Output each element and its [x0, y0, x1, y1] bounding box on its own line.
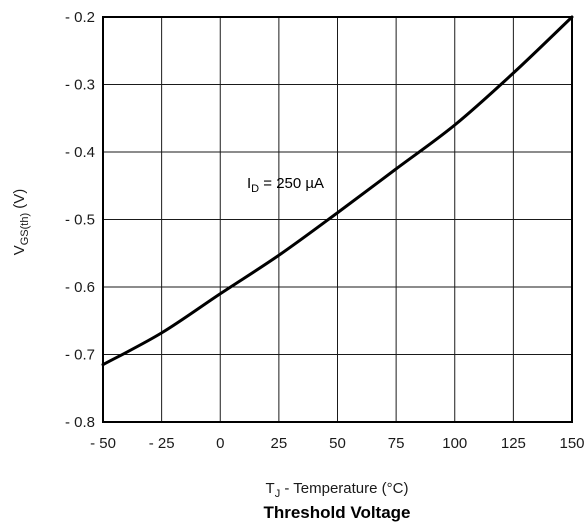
x-tick-label: - 25 — [149, 435, 175, 452]
x-tick-label: - 50 — [90, 435, 116, 452]
y-tick-label: - 0.8 — [65, 414, 95, 431]
chart-title: Threshold Voltage — [263, 503, 410, 522]
y-tick-label: - 0.6 — [65, 279, 95, 296]
y-tick-label: - 0.2 — [65, 9, 95, 26]
grid — [102, 16, 573, 423]
y-tick-label: - 0.5 — [65, 212, 95, 229]
x-tick-label: 125 — [501, 435, 526, 452]
y-tick-label: - 0.4 — [65, 144, 95, 161]
x-tick-label: 0 — [216, 435, 224, 452]
y-tick-label: - 0.3 — [65, 77, 95, 94]
x-tick-label: 75 — [388, 435, 405, 452]
plot-frame — [102, 16, 573, 423]
x-tick-label: 150 — [559, 435, 584, 452]
series-line-0 — [101, 15, 574, 367]
x-axis-ticks: - 50 - 25 0 25 50 75 100 125 150 — [90, 435, 584, 452]
x-axis-label: TJ - Temperature (°C) — [266, 480, 409, 500]
y-tick-label: - 0.7 — [65, 347, 95, 364]
series-layer — [101, 15, 574, 367]
y-axis-label: VGS(th) (V) — [11, 189, 31, 256]
y-axis-ticks: - 0.2 - 0.3 - 0.4 - 0.5 - 0.6 - 0.7 - 0.8 — [65, 9, 95, 431]
annotation-label: ID = 250 µA — [247, 175, 324, 195]
x-tick-label: 25 — [271, 435, 288, 452]
x-tick-label: 50 — [329, 435, 346, 452]
x-tick-label: 100 — [442, 435, 467, 452]
